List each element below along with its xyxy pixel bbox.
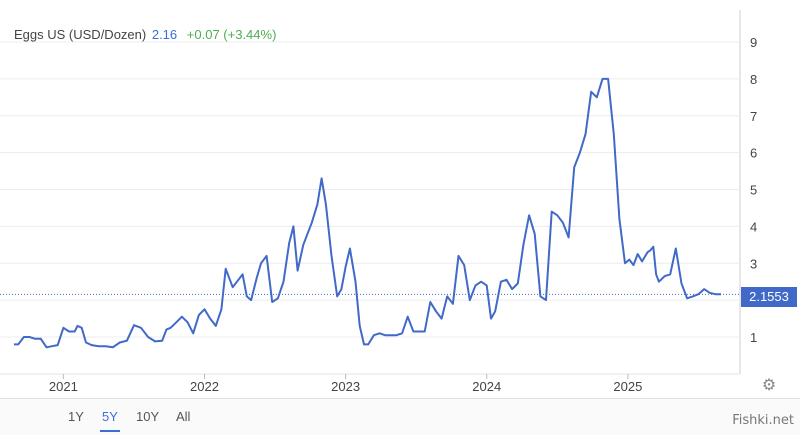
y-tick-label: 4 bbox=[750, 219, 757, 234]
y-tick-label: 1 bbox=[750, 330, 757, 345]
x-tick-label: 2024 bbox=[472, 379, 501, 394]
y-tick-label: 9 bbox=[750, 35, 757, 50]
range-button-1y[interactable]: 1Y bbox=[68, 409, 84, 424]
series-name: Eggs US (USD/Dozen) bbox=[14, 27, 147, 42]
x-tick-label: 2023 bbox=[331, 379, 360, 394]
y-tick-label: 3 bbox=[750, 256, 757, 271]
y-tick-label: 7 bbox=[750, 109, 757, 124]
range-selector: 1Y 5Y 10Y All bbox=[0, 398, 800, 435]
chart-legend: Eggs US (USD/Dozen) 2.16 +0.07 (+3.44%) bbox=[14, 27, 276, 42]
current-price-tag: 2.1553 bbox=[741, 287, 797, 307]
y-tick-label: 6 bbox=[750, 146, 757, 161]
price-change: +0.07 (+3.44%) bbox=[186, 27, 277, 42]
x-tick-label: 2025 bbox=[613, 379, 642, 394]
y-tick-label: 8 bbox=[750, 72, 757, 87]
series-line bbox=[14, 77, 721, 349]
y-tick-label: 5 bbox=[750, 183, 757, 198]
range-button-10y[interactable]: 10Y bbox=[136, 409, 160, 424]
grid-lines bbox=[0, 10, 741, 375]
range-button-all[interactable]: All bbox=[176, 409, 191, 424]
watermark: Fishki.net bbox=[732, 413, 794, 428]
x-tick-labels: 2021 2022 2023 2024 2025 bbox=[49, 374, 642, 394]
x-tick-label: 2021 bbox=[49, 379, 78, 394]
current-price: 2.16 bbox=[151, 27, 178, 42]
x-tick-label: 2022 bbox=[190, 379, 219, 394]
series-layer bbox=[0, 77, 740, 349]
gear-icon[interactable]: ⚙ bbox=[761, 377, 777, 394]
range-button-5y[interactable]: 5Y bbox=[100, 409, 120, 432]
